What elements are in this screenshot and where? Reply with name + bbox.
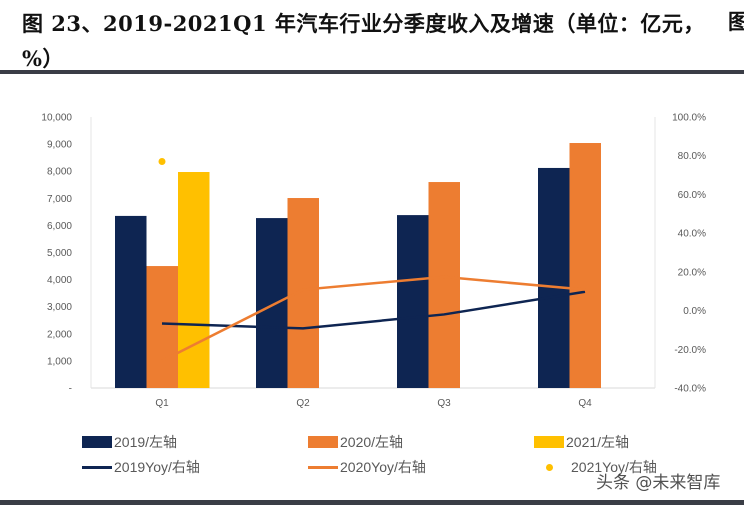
legend-swatch bbox=[82, 436, 112, 448]
legend-dot bbox=[546, 463, 553, 471]
bar-2019-Q2 bbox=[256, 218, 288, 388]
legend-swatch bbox=[534, 436, 564, 448]
bar-2020-Q1 bbox=[146, 266, 178, 388]
legend-label: 2021Yoy/右轴 bbox=[571, 459, 657, 475]
left-tick-label: 5,000 bbox=[47, 248, 72, 259]
legend-label: 2021/左轴 bbox=[566, 434, 630, 450]
legend-2020-bar: 2020/左轴 bbox=[308, 432, 403, 452]
bar-2020-Q2 bbox=[287, 198, 319, 388]
line-2019-yoy bbox=[161, 290, 586, 330]
bar-2020-Q3 bbox=[428, 182, 460, 388]
figure-title: 图 23、2019-2021Q1 年汽车行业分季度收入及增速（单位：亿元，%） bbox=[22, 11, 705, 71]
bar-2019-Q3 bbox=[397, 215, 429, 388]
legend-2021-yoy: 2021Yoy/右轴 bbox=[534, 457, 657, 477]
legend-line bbox=[308, 465, 338, 469]
category-label: Q2 bbox=[296, 398, 310, 409]
line-2020-yoy bbox=[161, 275, 586, 363]
point-2021-yoy bbox=[158, 158, 166, 166]
category-label: Q4 bbox=[578, 398, 592, 409]
left-tick-label: 2,000 bbox=[47, 329, 72, 340]
category-label: Q1 bbox=[155, 398, 169, 409]
right-tick-label: 60.0% bbox=[678, 190, 706, 201]
bar-2020-Q4 bbox=[569, 143, 601, 388]
legend-label: 2019Yoy/右轴 bbox=[114, 459, 200, 475]
bottom-rule bbox=[0, 500, 744, 505]
right-tick-label: 0.0% bbox=[683, 306, 706, 317]
watermark: 头条 @未来智库 bbox=[596, 473, 721, 493]
bar-2019-Q1 bbox=[115, 215, 147, 388]
legend-2021-bar: 2021/左轴 bbox=[534, 432, 629, 452]
left-tick-label: 7,000 bbox=[47, 194, 72, 205]
left-tick-label: 6,000 bbox=[47, 221, 72, 232]
left-tick-label: 9,000 bbox=[47, 140, 72, 151]
legend-label: 2019/左轴 bbox=[114, 434, 178, 450]
right-tick-label: 40.0% bbox=[678, 229, 706, 240]
legend-label: 2020/左轴 bbox=[340, 434, 404, 450]
category-label: Q3 bbox=[437, 398, 451, 409]
legend-line bbox=[82, 465, 112, 469]
right-tick-label: 20.0% bbox=[678, 267, 706, 278]
legend-2019-bar: 2019/左轴 bbox=[82, 432, 177, 452]
left-tick-label: 4,000 bbox=[47, 275, 72, 286]
left-tick-label: 3,000 bbox=[47, 302, 72, 313]
figure-title-cut: 图 bbox=[728, 9, 744, 34]
legend-label: 2020Yoy/右轴 bbox=[340, 459, 426, 475]
left-tick-label: 10,000 bbox=[41, 113, 72, 124]
legend-2020-yoy: 2020Yoy/右轴 bbox=[308, 457, 426, 477]
bar-2021-Q1 bbox=[178, 172, 210, 388]
legend-swatch bbox=[308, 436, 338, 448]
top-rule bbox=[0, 70, 744, 74]
right-tick-label: 100.0% bbox=[672, 113, 706, 124]
legend-2019-yoy: 2019Yoy/右轴 bbox=[82, 457, 200, 477]
bar-2019-Q4 bbox=[538, 167, 570, 388]
left-tick-label: 1,000 bbox=[47, 356, 72, 367]
right-tick-label: -20.0% bbox=[674, 345, 706, 356]
left-tick-label: - bbox=[69, 384, 72, 395]
right-tick-label: -40.0% bbox=[674, 384, 706, 395]
right-tick-label: 80.0% bbox=[678, 151, 706, 162]
left-tick-label: 8,000 bbox=[47, 167, 72, 178]
